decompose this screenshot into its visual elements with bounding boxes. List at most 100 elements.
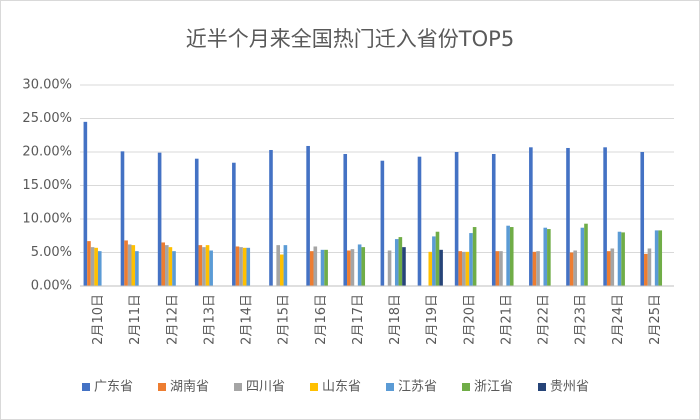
bar: [454, 152, 459, 286]
bar: [402, 247, 406, 286]
bar: [621, 232, 625, 286]
x-tick-label: 2月12日: [165, 294, 180, 345]
x-tick-label: 2月22日: [537, 294, 552, 345]
bar: [569, 252, 574, 286]
bar: [398, 237, 403, 286]
bar: [435, 231, 440, 286]
bar: [529, 147, 533, 286]
legend-swatch: [462, 383, 470, 391]
bar: [87, 241, 91, 286]
x-tick-label: 2月17日: [351, 294, 366, 345]
bar: [350, 249, 355, 286]
bar: [462, 251, 466, 286]
bar: [394, 239, 399, 286]
bar: [439, 249, 443, 286]
bar: [347, 250, 351, 286]
bar: [573, 250, 577, 286]
bar: [97, 251, 102, 286]
legend-label: 广东省: [94, 380, 133, 395]
x-tick-label: 2月24日: [611, 294, 626, 345]
bar: [165, 245, 169, 286]
chart-title: 近半个月来全国热门迁入省份TOP5: [186, 27, 514, 51]
bar: [491, 154, 496, 286]
bar: [499, 251, 503, 286]
y-tick-label: 25.00%: [22, 111, 72, 126]
legend-label: 湖南省: [170, 379, 209, 395]
x-tick-label: 2月11日: [128, 294, 143, 345]
y-tick-label: 15.00%: [22, 178, 72, 193]
bar: [606, 251, 611, 286]
x-tick-label: 2月19日: [425, 294, 440, 345]
y-tick-label: 10.00%: [22, 212, 72, 227]
bar: [610, 248, 615, 286]
x-tick-label: 2月10日: [91, 294, 106, 345]
bar: [94, 247, 98, 286]
bar: [509, 227, 514, 286]
legend-label: 四川省: [246, 380, 285, 395]
bar: [161, 242, 166, 286]
bar: [324, 249, 328, 286]
bar: [647, 248, 652, 286]
bar: [309, 251, 314, 286]
legend-swatch: [310, 383, 318, 391]
bar: [279, 254, 284, 286]
y-tick-label: 30.00%: [22, 78, 72, 93]
bar: [269, 149, 273, 286]
bar: [506, 225, 510, 286]
bar: [469, 233, 473, 286]
legend-swatch: [538, 383, 546, 391]
bar: [580, 227, 585, 286]
legend-swatch: [386, 383, 394, 391]
bar: [306, 145, 310, 286]
bar: [135, 251, 139, 286]
x-tick-label: 2月15日: [277, 294, 292, 345]
bar: [168, 247, 173, 286]
bar: [242, 247, 247, 286]
bar: [387, 250, 392, 286]
bar: [536, 251, 540, 286]
legend-label: 浙江省: [474, 380, 513, 395]
legend-swatch: [82, 383, 90, 391]
bar: [127, 244, 132, 286]
bar: [617, 231, 622, 286]
bar: [644, 253, 648, 286]
x-tick-label: 2月16日: [314, 294, 329, 345]
bar: [120, 151, 125, 286]
legend-label: 江苏省: [398, 379, 437, 395]
bar: [209, 250, 213, 286]
bar: [584, 223, 588, 286]
bar: [465, 251, 470, 286]
x-tick-label: 2月13日: [202, 294, 217, 345]
bar: [432, 236, 436, 286]
bar: [194, 158, 199, 286]
y-tick-label: 5.00%: [31, 245, 72, 260]
bar: [357, 244, 362, 286]
bar: [640, 152, 645, 286]
bar: [380, 160, 385, 286]
x-tick-label: 2月23日: [574, 294, 589, 345]
x-tick-label: 2月20日: [462, 294, 477, 345]
legend-swatch: [234, 383, 242, 391]
bar: [202, 247, 206, 286]
bar: [205, 245, 210, 286]
legend-swatch: [158, 383, 166, 391]
legend-label: 山东省: [322, 380, 361, 395]
bar: [198, 245, 203, 286]
bar: [83, 121, 88, 286]
bar: [157, 152, 162, 286]
bar: [658, 230, 663, 286]
bar: [172, 251, 176, 286]
bar: [428, 251, 433, 286]
bar: [566, 147, 570, 286]
bar: [124, 240, 128, 286]
y-tick-label: 20.00%: [22, 145, 72, 160]
bar: [543, 227, 548, 286]
bar: [276, 245, 280, 286]
bar: [239, 247, 243, 286]
legend-label: 贵州省: [550, 380, 589, 395]
y-tick-label: 0.00%: [31, 279, 72, 294]
bar: [131, 245, 136, 286]
bar: [246, 247, 251, 286]
bar: [361, 247, 366, 286]
